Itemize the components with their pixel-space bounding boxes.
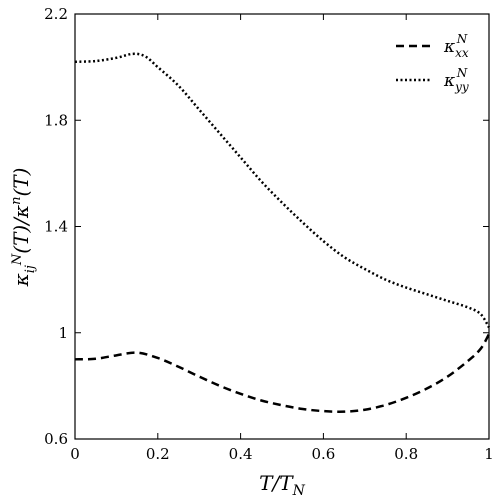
legend: κxxN κyyN bbox=[396, 32, 469, 94]
y-tick-label: 1 bbox=[58, 324, 68, 342]
plot-area: 0 0.2 0.4 0.6 0.8 1 0.6 1 1.4 1.8 2.2 bbox=[44, 5, 494, 463]
y-tick-label: 1.4 bbox=[44, 218, 68, 236]
series-line-kyy bbox=[74, 52, 491, 329]
plot-frame bbox=[74, 13, 490, 440]
x-tick-label: 1 bbox=[484, 445, 494, 463]
legend-label-kxx: κxxN bbox=[443, 32, 469, 60]
x-tick-label: 0.8 bbox=[394, 445, 418, 463]
legend-label-kyy: κyyN bbox=[443, 66, 469, 94]
x-tick-label: 0.4 bbox=[229, 445, 253, 463]
y-tick-label: 0.6 bbox=[44, 430, 68, 448]
y-tick-label: 1.8 bbox=[44, 111, 68, 129]
y-tick-label: 2.2 bbox=[44, 5, 68, 23]
x-tick-label: 0 bbox=[70, 445, 80, 463]
x-axis-title: T/TN bbox=[259, 471, 305, 499]
x-tick-label: 0.2 bbox=[146, 445, 170, 463]
x-tick-label: 0.6 bbox=[311, 445, 335, 463]
series-line-kxx bbox=[74, 333, 491, 413]
y-axis-title: κijN(T)/κn(T) bbox=[9, 168, 38, 288]
